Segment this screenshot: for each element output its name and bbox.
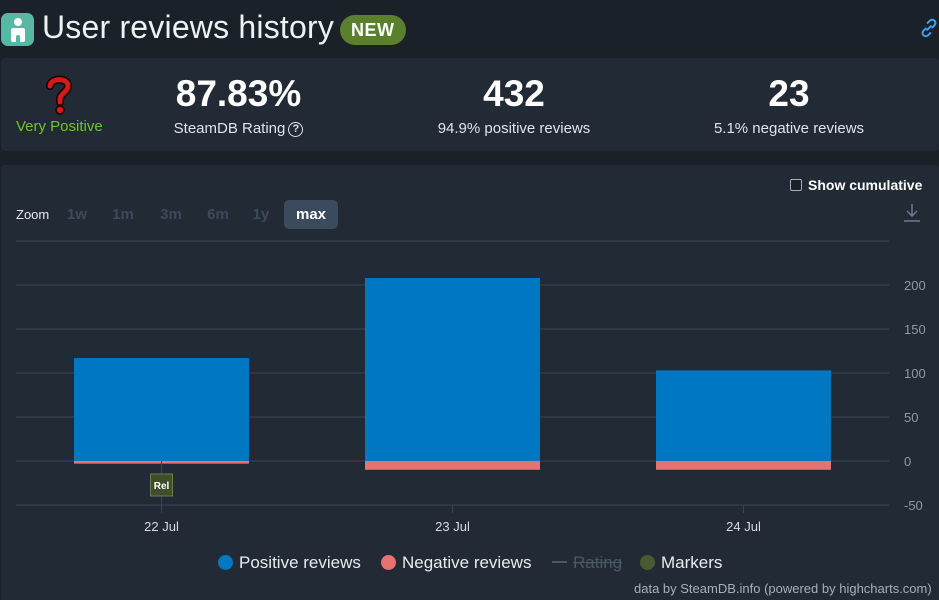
y-tick-label: 50 <box>904 410 918 425</box>
y-tick-label: -50 <box>904 498 923 513</box>
legend-rating[interactable]: Rating <box>552 553 622 573</box>
negative-bar <box>656 461 831 470</box>
zoom-1w-button[interactable]: 1w <box>66 206 87 223</box>
show-cumulative-label: Show cumulative <box>808 177 923 193</box>
y-tick-label: 0 <box>904 454 911 469</box>
page-header: User reviews history NEW <box>0 0 939 56</box>
checkbox-box[interactable] <box>790 179 802 191</box>
y-tick-label: 150 <box>904 322 926 337</box>
legend-positive-dot <box>218 555 233 570</box>
help-circle-icon[interactable]: ? <box>288 122 304 137</box>
legend-negative-dot <box>381 555 396 570</box>
positive-caption: 94.9% positive reviews <box>437 120 591 137</box>
new-badge: NEW <box>340 15 406 45</box>
download-icon[interactable] <box>903 202 921 224</box>
legend-positive-label: Positive reviews <box>239 553 361 572</box>
show-cumulative-checkbox[interactable]: Show cumulative <box>790 177 922 193</box>
rating-caption: SteamDB Rating <box>173 120 286 137</box>
zoom-max-button[interactable]: max <box>284 200 338 229</box>
total-reviews-stat: 432 94.9% positive reviews <box>414 73 614 138</box>
legend-markers-label: Markers <box>661 553 723 572</box>
legend-negative[interactable]: Negative reviews <box>381 553 531 573</box>
steamdb-rating-stat: 87.83% SteamDB Rating? <box>171 74 306 137</box>
legend-markers[interactable]: Markers <box>640 553 722 573</box>
zoom-3m-button[interactable]: 3m <box>160 206 182 223</box>
x-tick-label: 22 Jul <box>144 519 179 534</box>
total-reviews: 432 <box>483 73 545 114</box>
zoom-label: Zoom <box>16 207 50 222</box>
x-tick-label: 24 Jul <box>726 519 761 534</box>
negative-caption: 5.1% negative reviews <box>713 120 865 137</box>
zoom-6m-button[interactable]: 6m <box>207 206 229 223</box>
app-user-icon <box>1 13 34 46</box>
link-icon[interactable] <box>918 17 939 39</box>
marker-label: Rel <box>154 481 170 492</box>
zoom-1m-button[interactable]: 1m <box>112 206 134 223</box>
positive-bar <box>365 277 540 461</box>
x-tick-label: 23 Jul <box>435 519 470 534</box>
reviews-chart-panel: Show cumulative Zoom 1w 1m 3m 6m 1y max … <box>1 165 939 600</box>
y-tick-label: 200 <box>904 278 926 293</box>
rating-label: Very Positive <box>16 118 103 135</box>
rating-summary-panel: Very Positive 87.83% SteamDB Rating? 432… <box>1 58 939 151</box>
chart-legend: Positive reviews Negative reviews Rating… <box>1 553 939 577</box>
zoom-1y-button[interactable]: 1y <box>252 206 270 223</box>
page-title: User reviews history <box>42 9 335 45</box>
y-tick-label: 100 <box>904 366 926 381</box>
legend-negative-label: Negative reviews <box>402 553 532 572</box>
negative-count: 23 <box>768 73 810 114</box>
rating-percent: 87.83% <box>175 73 302 114</box>
chart-credits[interactable]: data by SteamDB.info (powered by highcha… <box>634 581 932 596</box>
legend-positive[interactable]: Positive reviews <box>218 553 361 573</box>
rating-caption-row: SteamDB Rating? <box>171 120 306 137</box>
negative-reviews-stat: 23 5.1% negative reviews <box>689 73 889 138</box>
reviews-bar-chart: 200 150 100 50 0 -50 22 Jul 23 Jul 24 Jul Rel <box>16 240 926 534</box>
question-mark-icon <box>46 75 73 115</box>
legend-markers-dot <box>640 555 655 570</box>
positive-bar <box>656 370 831 461</box>
legend-rating-label: Rating <box>573 553 623 572</box>
negative-bar <box>365 461 540 470</box>
marker-flag <box>150 473 173 497</box>
positive-bar <box>74 358 249 461</box>
legend-rating-line <box>552 561 567 563</box>
